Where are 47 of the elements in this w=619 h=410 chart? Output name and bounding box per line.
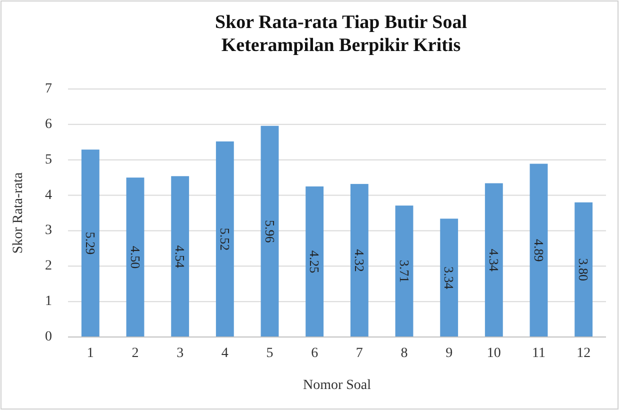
data-label: 3.34 [442,266,457,290]
y-tick-label: 3 [45,223,52,238]
bar [216,141,234,337]
x-tick-label: 4 [221,346,228,361]
y-axis-title: Skor Rata-rata [11,172,26,254]
x-tick-label: 9 [446,346,453,361]
data-label: 3.80 [576,258,592,282]
x-tick-label: 2 [132,346,139,361]
bar [395,206,414,337]
data-label: 4.25 [307,250,322,274]
bar [81,150,100,337]
bar [484,183,503,337]
data-label: 4.32 [352,249,367,272]
x-tick-label: 7 [356,346,363,361]
y-tick-label: 1 [45,294,52,310]
x-tick-label: 11 [532,346,546,361]
bar [350,184,368,337]
data-label: 5.96 [262,220,278,244]
x-tick-label: 1 [86,346,94,361]
x-tick-label: 6 [311,346,318,361]
y-tick-label: 7 [45,82,52,96]
x-tick-label: 5 [266,346,274,361]
data-label: 4.89 [531,239,546,262]
x-tick-label: 10 [486,346,501,361]
data-label: 3.71 [396,260,412,283]
data-label: 4.54 [172,245,188,268]
chart-title: Skor Rata-rata Tiap Butir Soal Keterampilan Berpikir Kritis [215,12,467,56]
y-tick-label: 5 [45,152,52,168]
y-tick-label: 0 [45,330,52,344]
data-label: 4.34 [486,248,502,272]
y-tick-label: 6 [45,116,52,132]
data-label: 5.52 [217,228,232,251]
data-label: 5.29 [82,232,98,255]
bar [306,186,324,337]
bar [530,164,548,337]
bar [171,176,190,337]
bar [440,218,458,337]
y-tick-label: 2 [45,258,52,274]
bar [260,126,279,337]
x-tick-label: 3 [176,346,184,361]
bar [126,178,144,337]
x-tick-label: 8 [400,346,408,361]
data-label: 4.50 [128,246,143,269]
y-tick-label: 4 [45,188,52,203]
x-axis-title: Nomor Soal [302,378,372,393]
bar [574,202,593,337]
x-tick-label: 12 [576,346,591,361]
